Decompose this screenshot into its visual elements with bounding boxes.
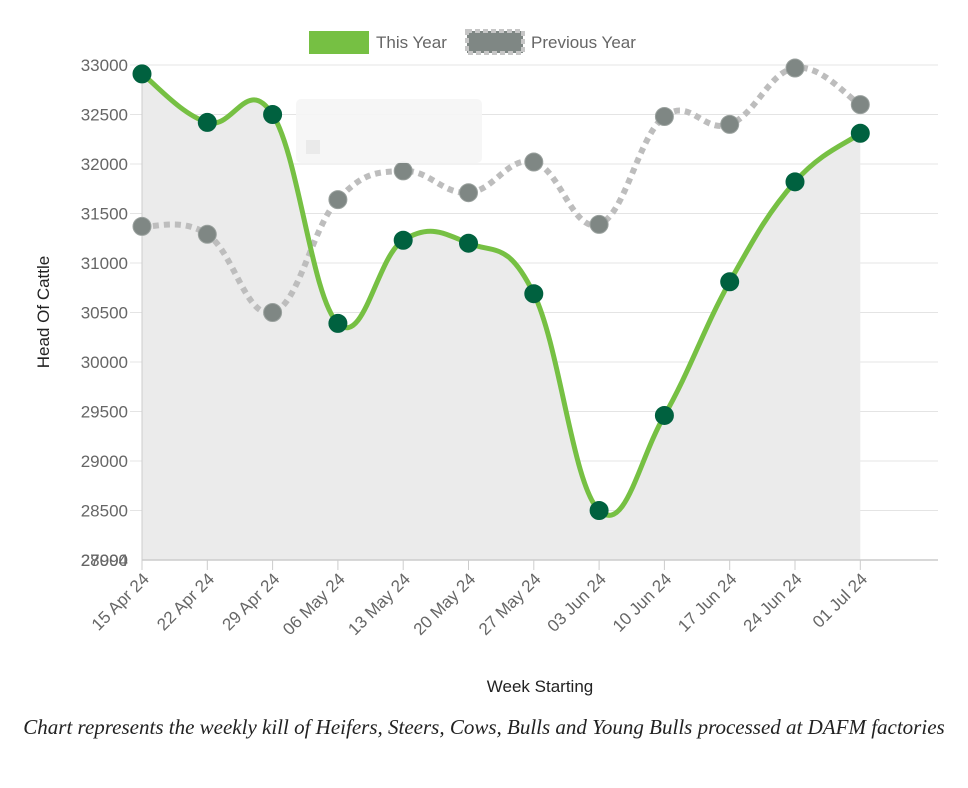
data-point-this-year[interactable] — [720, 272, 740, 292]
data-point-previous-year[interactable] — [589, 214, 609, 234]
x-tick-label: 10 Jun 24 — [609, 569, 675, 635]
y-tick-label: 30500 — [81, 304, 128, 323]
x-tick-label: 06 May 24 — [279, 569, 349, 639]
x-tick-label: 24 Jun 24 — [740, 569, 806, 635]
x-tick-label: 29 Apr 24 — [219, 569, 284, 634]
data-point-this-year[interactable] — [393, 230, 413, 250]
chart-caption: Chart represents the weekly kill of Heif… — [23, 715, 945, 739]
y-axis-title: Head Of Cattle — [34, 256, 53, 368]
data-point-previous-year[interactable] — [132, 216, 152, 236]
legend-item-this-year[interactable]: This Year — [309, 31, 447, 54]
data-point-this-year[interactable] — [654, 405, 674, 425]
legend-item-previous-year[interactable]: Previous Year — [465, 29, 636, 55]
data-point-this-year[interactable] — [459, 233, 478, 253]
legend-label-previous-year: Previous Year — [531, 33, 636, 52]
y-tick-label: 28000 — [81, 551, 128, 570]
data-point-previous-year[interactable] — [459, 183, 478, 203]
data-point-previous-year[interactable] — [785, 58, 805, 78]
axes — [141, 65, 938, 561]
data-point-previous-year[interactable] — [393, 161, 413, 181]
data-point-this-year[interactable] — [524, 284, 544, 304]
y-tick-label: 27994 — [81, 551, 128, 570]
x-tick-label: 22 Apr 24 — [153, 569, 218, 634]
x-tick-label: 17 Jun 24 — [674, 569, 740, 635]
tooltip-ghost — [296, 99, 482, 163]
series-points — [132, 58, 870, 520]
data-point-this-year[interactable] — [850, 123, 870, 143]
data-point-previous-year[interactable] — [263, 303, 283, 322]
legend-swatch-this-year — [309, 31, 369, 54]
y-tick-label: 32000 — [81, 155, 128, 174]
x-axis-title: Week Starting — [487, 677, 593, 696]
legend-swatch-previous-year — [465, 29, 525, 55]
y-tick-label: 31000 — [81, 254, 128, 273]
data-point-this-year[interactable] — [589, 501, 609, 520]
data-point-previous-year[interactable] — [197, 224, 217, 244]
y-tick-label: 29500 — [81, 403, 128, 422]
x-tick-label: 03 Jun 24 — [544, 569, 610, 635]
x-tick-label: 15 Apr 24 — [88, 569, 153, 634]
y-tick-label: 32500 — [81, 106, 128, 125]
y-tick-label: 33000 — [81, 56, 128, 75]
x-tick-label: 20 May 24 — [410, 569, 480, 639]
area-fill — [142, 73, 861, 560]
legend: This Year Previous Year — [309, 29, 636, 55]
data-point-previous-year[interactable] — [850, 95, 870, 115]
data-point-this-year[interactable] — [785, 172, 805, 192]
x-tick-label: 01 Jul 24 — [809, 569, 871, 631]
data-point-this-year[interactable] — [263, 105, 283, 124]
area-fill-this-year — [142, 73, 861, 560]
data-point-previous-year[interactable] — [654, 106, 674, 126]
legend-label-this-year: This Year — [376, 33, 447, 52]
data-point-previous-year[interactable] — [720, 114, 740, 134]
data-point-previous-year[interactable] — [524, 152, 544, 172]
y-tick-label: 30000 — [81, 353, 128, 372]
data-point-previous-year[interactable] — [328, 190, 348, 210]
y-tick-label: 29000 — [81, 452, 128, 471]
y-tick-label: 28500 — [81, 502, 128, 521]
data-point-this-year[interactable] — [197, 112, 217, 132]
x-tick-label: 27 May 24 — [475, 569, 545, 639]
x-tick-label: 13 May 24 — [344, 569, 414, 639]
data-point-this-year[interactable] — [328, 313, 348, 333]
tooltip-ghost-swatch — [306, 140, 320, 154]
y-tick-label: 31500 — [81, 205, 128, 224]
data-point-this-year[interactable] — [132, 64, 152, 84]
